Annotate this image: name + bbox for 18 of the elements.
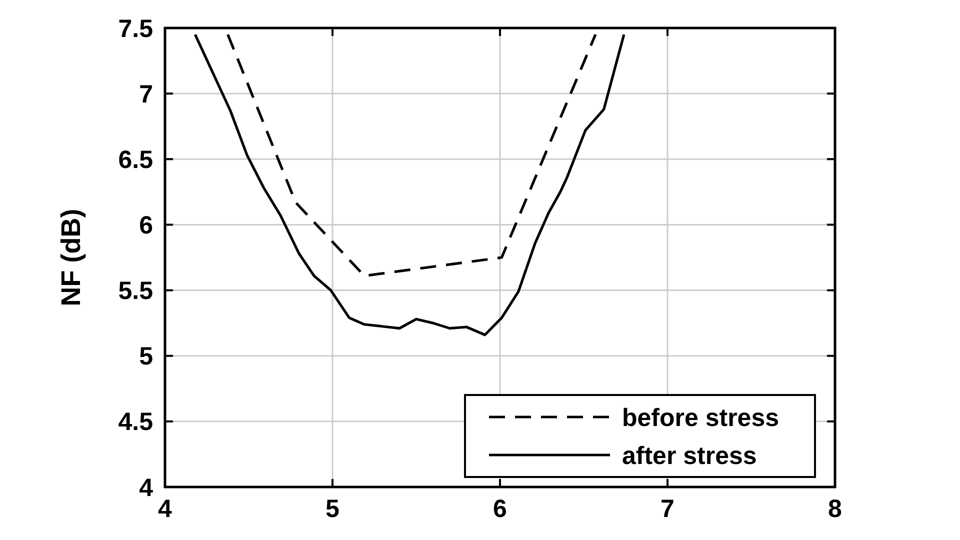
y-tick-label: 5 (139, 342, 154, 371)
line-series (226, 33, 597, 278)
y-tick-label: 6 (139, 211, 153, 240)
legend-label: before stress (622, 404, 780, 432)
y-tick-label: 4.5 (118, 408, 154, 436)
y-axis-title: NF (dB) (56, 208, 86, 306)
y-tick-label: 5.5 (118, 277, 154, 306)
line-series (194, 33, 626, 336)
y-tick-label: 4 (139, 474, 154, 502)
x-tick-label: 4 (158, 495, 172, 523)
y-tick-label: 6.5 (118, 146, 154, 174)
legend-label: after stress (622, 442, 757, 470)
y-tick-label: 7.5 (118, 14, 154, 43)
x-tick-label: 7 (660, 495, 674, 523)
x-tick-label: 5 (326, 495, 340, 523)
x-tick-label: 6 (493, 495, 507, 523)
x-tick-label: 8 (828, 495, 842, 523)
y-tick-label: 7 (139, 80, 153, 108)
